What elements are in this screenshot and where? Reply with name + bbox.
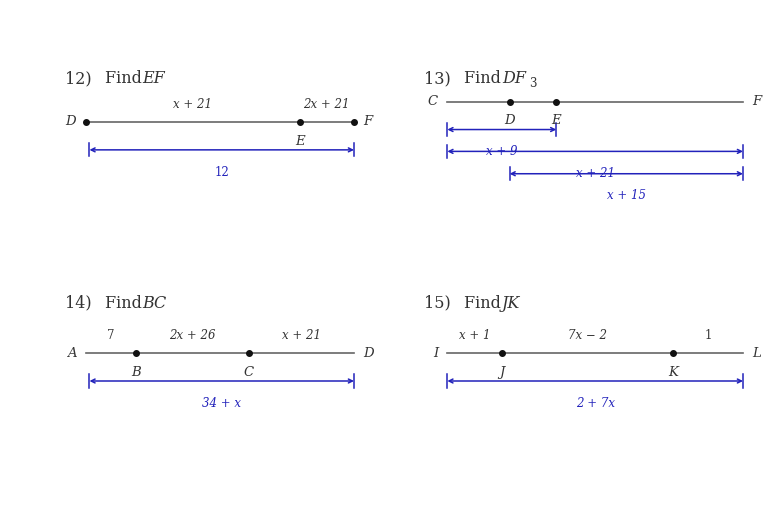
Text: x + 21: x + 21	[576, 167, 615, 180]
Text: 12: 12	[215, 166, 229, 179]
Text: L: L	[752, 346, 761, 360]
Text: 15): 15)	[424, 295, 450, 311]
Text: Find: Find	[464, 295, 506, 311]
Text: D: D	[504, 114, 515, 128]
Text: A: A	[67, 346, 76, 360]
Text: B: B	[131, 366, 141, 379]
Text: x + 21: x + 21	[282, 329, 321, 342]
Text: F: F	[752, 95, 762, 108]
Text: Find: Find	[105, 295, 147, 311]
Text: D: D	[65, 115, 76, 129]
Text: EF: EF	[142, 70, 165, 87]
Text: 13): 13)	[424, 70, 450, 87]
Text: D: D	[363, 346, 374, 360]
Text: 2 + 7x: 2 + 7x	[576, 397, 615, 410]
Text: 7x − 2: 7x − 2	[568, 329, 607, 342]
Text: 1: 1	[704, 329, 712, 342]
Text: 2x + 26: 2x + 26	[170, 329, 216, 342]
Text: I: I	[433, 346, 438, 360]
Text: 7: 7	[107, 329, 114, 342]
Text: BC: BC	[142, 295, 166, 311]
Text: DF: DF	[502, 70, 526, 87]
Text: 2x + 21: 2x + 21	[303, 98, 350, 111]
Text: x + 1: x + 1	[459, 329, 490, 342]
Text: Find: Find	[464, 70, 506, 87]
Text: JK: JK	[502, 295, 520, 311]
Text: x + 15: x + 15	[607, 189, 646, 203]
Text: E: E	[295, 135, 304, 148]
Text: J: J	[499, 366, 504, 379]
Text: Find: Find	[105, 70, 147, 87]
Text: F: F	[363, 115, 373, 129]
Text: 14): 14)	[65, 295, 91, 311]
Text: 3: 3	[529, 77, 537, 90]
Text: x + 21: x + 21	[173, 98, 212, 111]
Text: x + 9: x + 9	[486, 145, 517, 158]
Text: K: K	[668, 366, 678, 379]
Text: E: E	[552, 114, 561, 128]
Text: 34 + x: 34 + x	[202, 397, 241, 410]
Text: C: C	[428, 95, 438, 108]
Text: 12): 12)	[65, 70, 91, 87]
Text: C: C	[244, 366, 254, 379]
